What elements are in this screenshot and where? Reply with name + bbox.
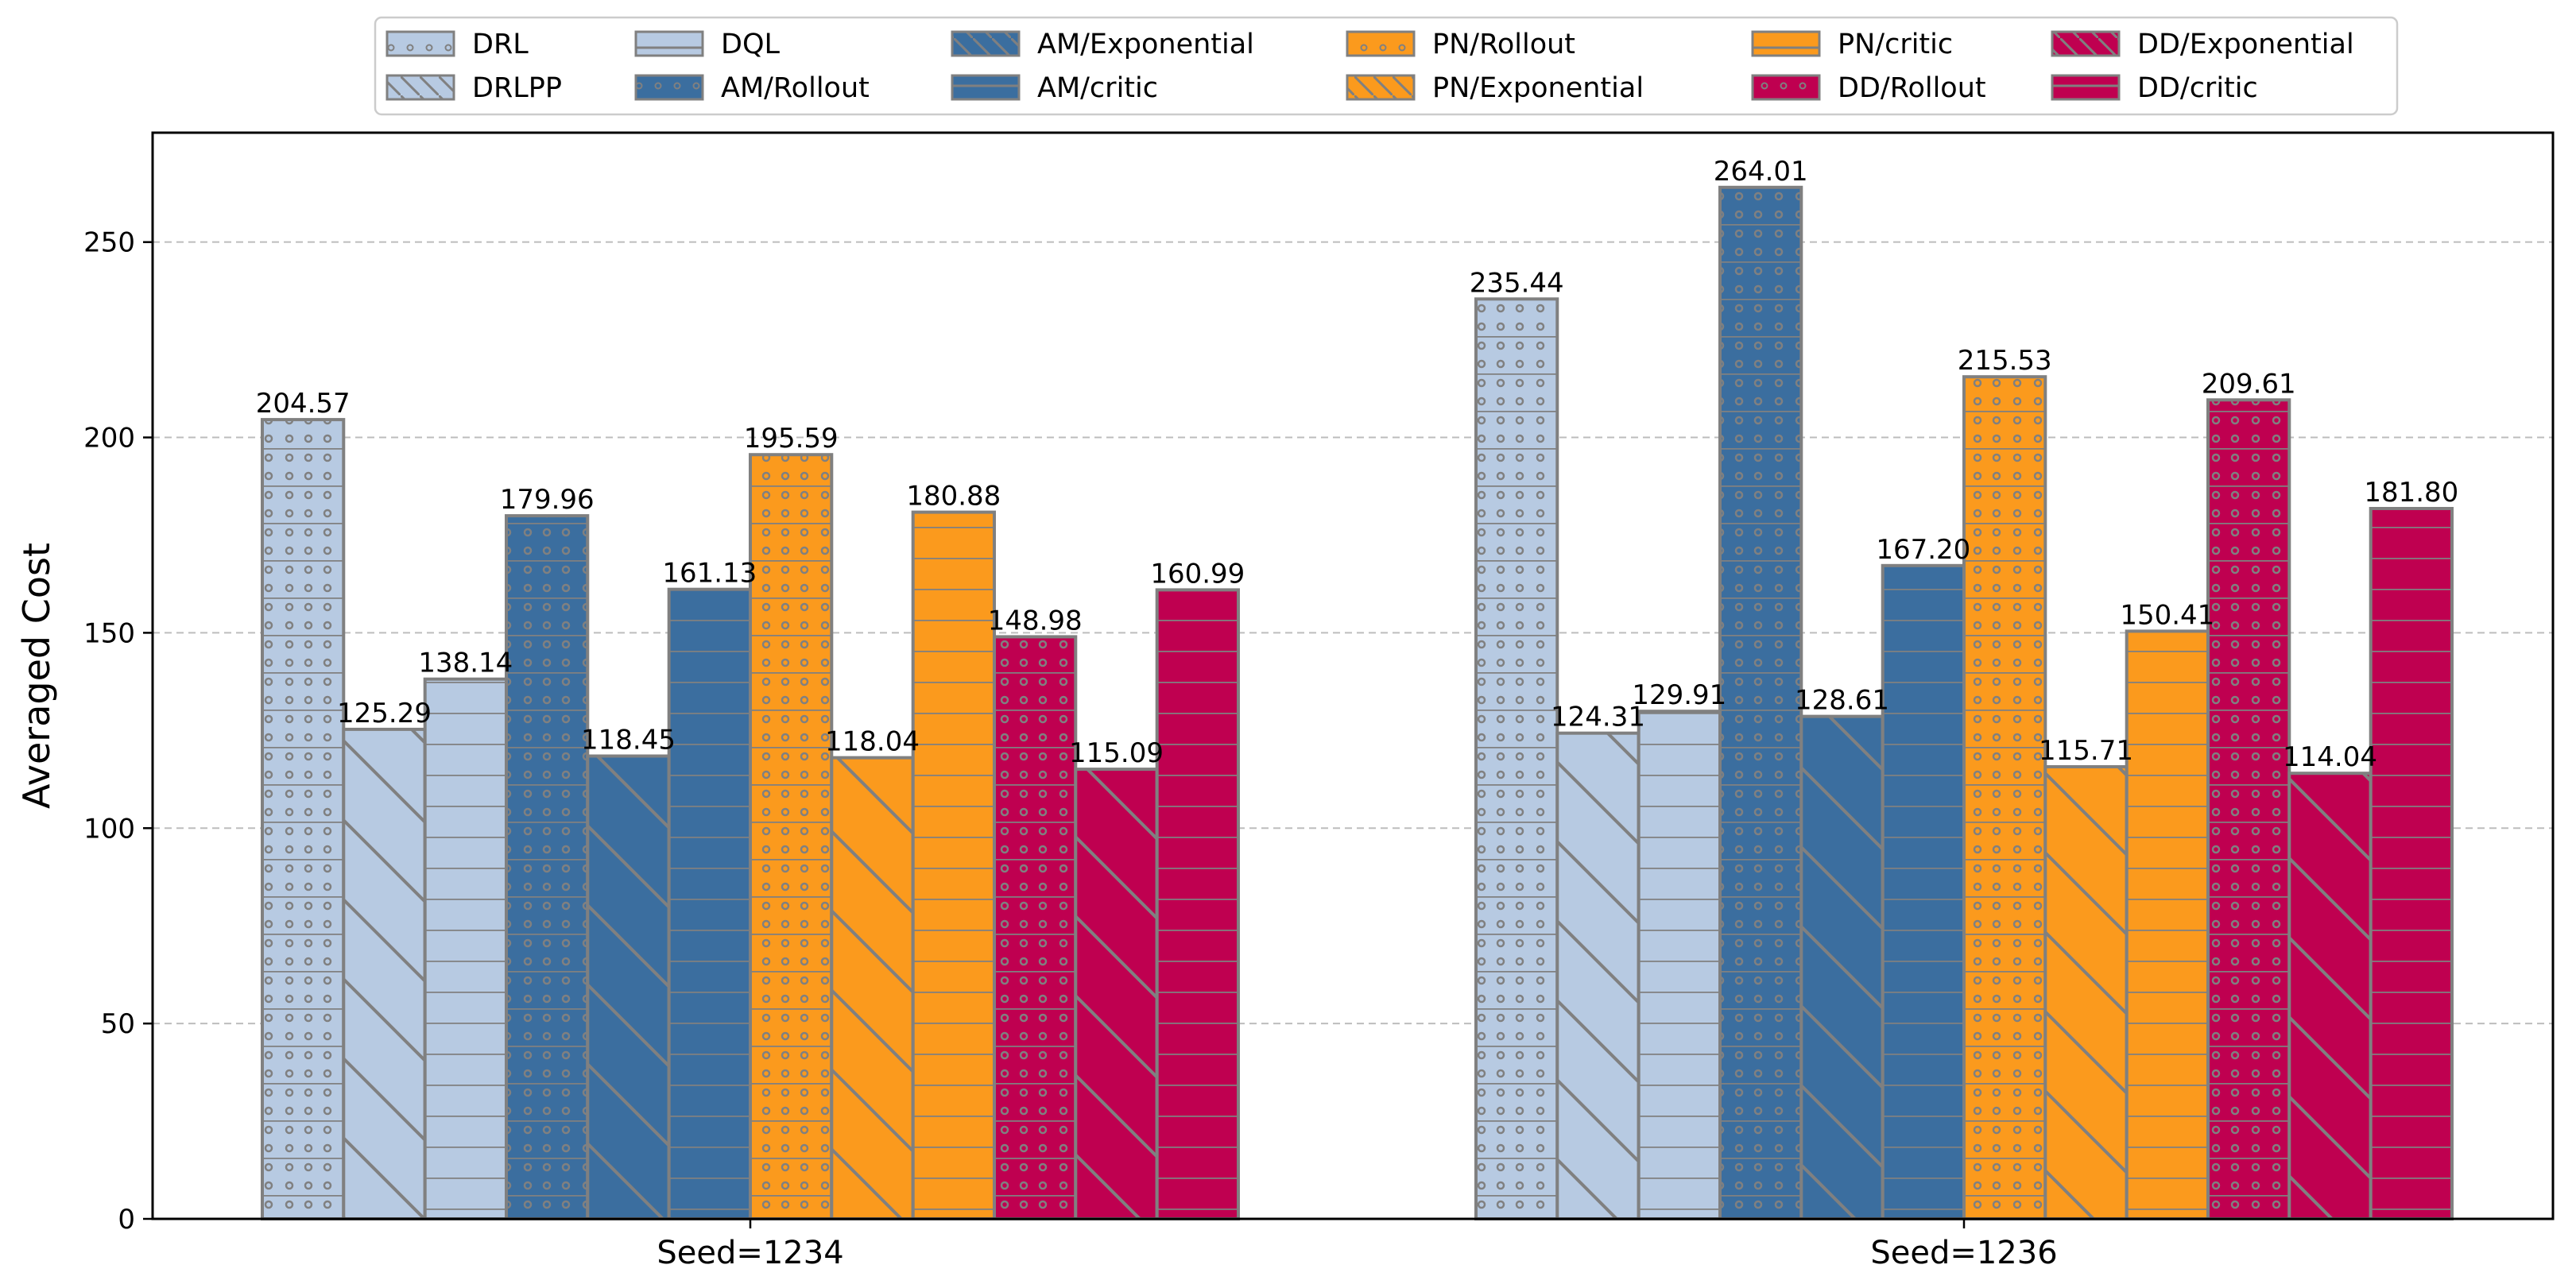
y-tick-label-250: 250: [83, 227, 135, 259]
bar-drlpp-seed-1234: [342, 727, 427, 1220]
legend-swatch-pn-exponential: [1346, 74, 1416, 101]
bar-dd-exponential-seed-1236: [2287, 772, 2373, 1220]
y-tick-label-50: 50: [101, 1008, 135, 1040]
value-label-dql-seed-1234: 138.14: [418, 648, 513, 679]
value-label-drl-seed-1234: 204.57: [256, 388, 351, 420]
y-tick-label-100: 100: [83, 813, 135, 845]
bar-pn-exponential-seed-1234: [830, 756, 915, 1220]
value-labels: 204.57 125.29 138.14 179.96 118.45 161.13 195.…: [256, 156, 2459, 773]
value-label-am-critic-seed-1234: 161.13: [662, 558, 757, 590]
bar-dql-seed-1236: [1637, 710, 1722, 1220]
legend-box: [374, 16, 2399, 116]
y-tick-label-150: 150: [83, 617, 135, 649]
value-label-dd-exponential-seed-1236: 114.04: [2283, 741, 2377, 773]
bar-am-critic-seed-1234: [667, 587, 753, 1220]
bar-dd-rollout-seed-1236: [2206, 398, 2291, 1220]
bar-dd-critic-seed-1236: [2369, 507, 2454, 1220]
legend-label-am-exponential: AM/Exponential: [1037, 29, 1254, 60]
x-tick-label-seed-1234: Seed=1234: [657, 1235, 843, 1271]
bar-pn-critic-seed-1236: [2125, 629, 2210, 1220]
bar-pn-critic-seed-1234: [911, 510, 996, 1220]
value-label-dd-critic-seed-1234: 160.99: [1150, 558, 1245, 590]
legend-label-dd-exponential: DD/Exponential: [2137, 29, 2354, 60]
value-label-am-critic-seed-1236: 167.20: [1876, 534, 1970, 566]
legend-label-pn-exponential: PN/Exponential: [1432, 72, 1644, 104]
legend: DRL DRLPP DQL AM/Rollout AM/Exponential AM/cr…: [374, 16, 2399, 116]
bar-am-exponential-seed-1236: [1799, 714, 1885, 1220]
legend-swatch-dd-exponential: [2051, 30, 2121, 57]
y-tick-label-200: 200: [83, 423, 135, 454]
value-label-am-rollout-seed-1234: 179.96: [500, 484, 595, 516]
value-label-drl-seed-1236: 235.44: [1470, 267, 1564, 299]
value-label-am-exponential-seed-1234: 118.45: [581, 725, 676, 756]
legend-swatch-drlpp: [385, 74, 455, 101]
value-label-dd-critic-seed-1236: 181.80: [2364, 477, 2458, 509]
value-label-dd-exponential-seed-1234: 115.09: [1069, 737, 1164, 769]
plot-frame: [151, 131, 2555, 1220]
legend-swatch-pn-rollout: [1346, 30, 1416, 57]
legend-swatch-pn-critic: [1751, 30, 1821, 57]
bar-dd-critic-seed-1234: [1155, 588, 1240, 1220]
bar-drl-seed-1236: [1474, 297, 1559, 1220]
value-label-pn-exponential-seed-1236: 115.71: [2039, 735, 2133, 767]
legend-swatch-am-critic: [951, 74, 1021, 101]
bar-am-critic-seed-1236: [1881, 563, 1966, 1220]
bar-am-exponential-seed-1234: [586, 754, 671, 1220]
bar-pn-rollout-seed-1236: [1962, 375, 2047, 1221]
value-label-pn-exponential-seed-1234: 118.04: [825, 726, 920, 758]
bar-dd-exponential-seed-1234: [1074, 768, 1159, 1220]
value-label-drlpp-seed-1236: 124.31: [1551, 702, 1645, 733]
bar-dql-seed-1234: [423, 677, 509, 1220]
value-label-dql-seed-1236: 129.91: [1632, 679, 1726, 711]
value-label-pn-rollout-seed-1236: 215.53: [1958, 345, 2052, 377]
legend-swatch-am-exponential: [951, 30, 1021, 57]
value-label-pn-critic-seed-1236: 150.41: [2120, 599, 2214, 631]
value-label-dd-rollout-seed-1234: 148.98: [988, 605, 1083, 636]
legend-label-drl: DRL: [472, 29, 529, 60]
bar-am-rollout-seed-1234: [505, 514, 590, 1220]
legend-label-dql: DQL: [721, 29, 780, 60]
value-label-am-exponential-seed-1236: 128.61: [1795, 685, 1889, 717]
legend-swatch-dd-rollout: [1751, 74, 1821, 101]
legend-label-dd-critic: DD/critic: [2137, 72, 2258, 104]
axes: 0 50 100 150 200 250 Seed=1234 Seed=1236 Average…: [15, 131, 2555, 1271]
legend-swatch-dql: [634, 30, 704, 57]
bar-drlpp-seed-1236: [1555, 731, 1641, 1220]
bar-dd-rollout-seed-1234: [993, 635, 1078, 1220]
legend-swatch-drl: [385, 30, 455, 57]
bar-am-rollout-seed-1236: [1718, 185, 1803, 1220]
legend-swatch-dd-critic: [2051, 74, 2121, 101]
legend-swatch-am-rollout: [634, 74, 704, 101]
bar-pn-exponential-seed-1236: [2043, 765, 2129, 1220]
legend-label-pn-critic: PN/critic: [1838, 29, 1953, 60]
bar-pn-rollout-seed-1234: [749, 453, 834, 1220]
x-tick-label-seed-1236: Seed=1236: [1870, 1235, 2057, 1271]
value-label-dd-rollout-seed-1236: 209.61: [2202, 368, 2296, 400]
legend-label-drlpp: DRLPP: [472, 72, 562, 104]
legend-label-am-rollout: AM/Rollout: [721, 72, 870, 104]
value-label-am-rollout-seed-1236: 264.01: [1714, 156, 1808, 188]
y-tick-label-0: 0: [118, 1204, 135, 1236]
legend-label-pn-rollout: PN/Rollout: [1432, 29, 1575, 60]
legend-label-am-critic: AM/critic: [1037, 72, 1158, 104]
bar-drl-seed-1234: [261, 418, 346, 1220]
legend-label-dd-rollout: DD/Rollout: [1838, 72, 1986, 104]
bars: [261, 185, 2454, 1221]
value-label-pn-rollout-seed-1234: 195.59: [744, 423, 839, 454]
value-label-drlpp-seed-1234: 125.29: [337, 698, 432, 729]
y-axis-label: Averaged Cost: [15, 543, 58, 809]
value-label-pn-critic-seed-1234: 180.88: [906, 481, 1001, 512]
